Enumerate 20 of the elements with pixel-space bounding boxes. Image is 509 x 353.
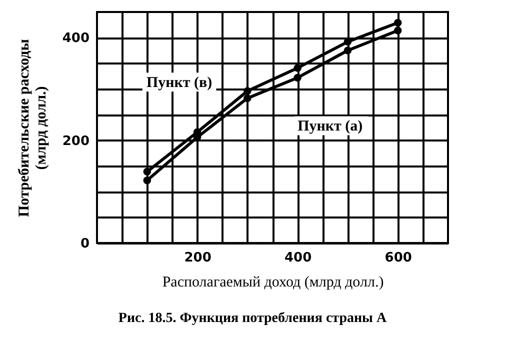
- point: [394, 26, 402, 34]
- point: [294, 64, 302, 72]
- y-tick-label: 0: [80, 236, 90, 252]
- x-tick-label: 600: [384, 250, 412, 266]
- x-tick-label: 400: [284, 250, 312, 266]
- point: [143, 168, 152, 176]
- text: Пункт (а): [298, 118, 363, 135]
- point: [143, 176, 152, 184]
- y-tick-label: 200: [62, 134, 90, 149]
- point: [294, 74, 302, 82]
- point: [344, 46, 352, 54]
- x-axis-title: Располагаемый доход (млрд долл.): [162, 274, 384, 290]
- point: [244, 87, 252, 95]
- x-tick-label: 200: [184, 250, 212, 266]
- series-label: Пункт (в): [146, 75, 212, 92]
- y-axis-title: Потребительские расходы (млрд долл.): [16, 38, 50, 217]
- y-tick-label: 400: [62, 31, 90, 46]
- point: [244, 94, 252, 102]
- text: Рис. 18.5. Функция потребления страны А: [118, 311, 388, 326]
- point: [394, 18, 402, 27]
